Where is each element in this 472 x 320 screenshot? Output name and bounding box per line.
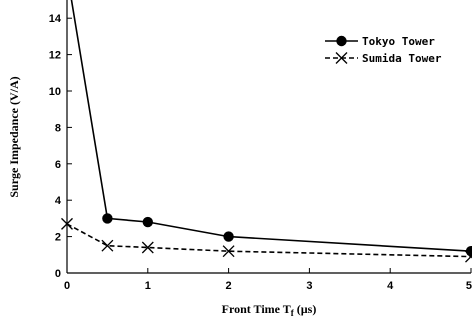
data-point-tokyo-tower (102, 213, 113, 224)
data-point-tokyo-tower (223, 231, 234, 242)
data-point-sumida-tower (465, 250, 472, 263)
legend-label-sumida-tower: Sumida Tower (362, 52, 442, 65)
legend-marker-tokyo-tower (336, 35, 347, 47)
data-point-sumida-tower (61, 217, 73, 230)
legend: Tokyo Tower Sumida Tower (325, 35, 442, 65)
y-axis-title: Surge Impedance (V/A) (7, 76, 21, 197)
data-point-sumida-tower (141, 241, 154, 254)
y-tick-label: 0 (55, 268, 61, 280)
legend-marker-sumida-tower (335, 52, 348, 64)
y-tick-label: 2 (55, 232, 61, 244)
legend-label-tokyo-tower: Tokyo Tower (362, 35, 435, 48)
x-tick-label: 2 (226, 280, 232, 292)
y-tick-label: 14 (49, 13, 62, 25)
x-tick-label: 3 (306, 280, 312, 292)
y-tick-label: 8 (55, 122, 61, 134)
data-point-sumida-tower (101, 239, 114, 252)
x-tick-label: 5 (466, 280, 472, 292)
data-point-sumida-tower (222, 245, 235, 258)
x-axis-title-main: Front Time T (222, 302, 291, 316)
x-axis-title-subscript: f (291, 308, 295, 318)
x-tick-label: 4 (387, 280, 394, 292)
x-tick-label: 0 (64, 280, 70, 292)
markers-layer (61, 213, 472, 263)
x-axis-title-unit: (µs) (294, 302, 317, 316)
y-tick-label: 12 (49, 50, 61, 62)
y-tick-label: 4 (55, 195, 62, 207)
data-point-tokyo-tower (142, 216, 153, 228)
y-tick-label: 10 (49, 86, 61, 98)
series-line-sumida-tower (67, 223, 471, 258)
x-tick-label: 1 (145, 280, 151, 292)
y-tick-label: 6 (55, 159, 61, 171)
x-axis-title: Front Time Tf (µs) (222, 302, 317, 318)
